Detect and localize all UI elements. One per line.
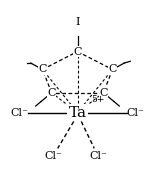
Text: Cl⁻: Cl⁻ [90, 151, 108, 161]
Text: Cl⁻: Cl⁻ [44, 151, 62, 161]
Text: C: C [47, 88, 56, 98]
Text: C: C [38, 64, 47, 74]
Text: Cl⁻: Cl⁻ [126, 108, 144, 118]
Text: 5+: 5+ [91, 94, 105, 104]
Text: C: C [108, 64, 117, 74]
Text: C: C [99, 88, 108, 98]
Text: Ta: Ta [69, 106, 86, 120]
Text: I: I [75, 17, 80, 27]
Text: C: C [73, 47, 82, 57]
Text: Cl⁻: Cl⁻ [11, 108, 29, 118]
